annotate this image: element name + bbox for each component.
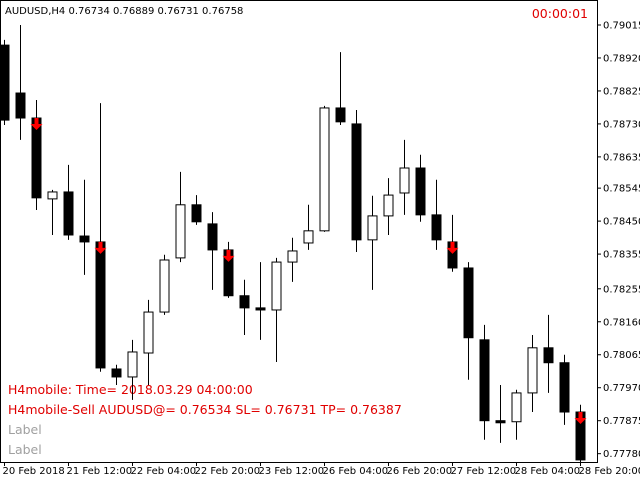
candle-body — [559, 362, 570, 413]
candle-body — [367, 215, 378, 241]
candle-body — [111, 368, 122, 378]
candle-body — [479, 339, 490, 422]
sell-arrow — [94, 241, 107, 254]
candle-body — [335, 107, 346, 123]
x-tick-label: 26 Feb 20:00 — [387, 466, 453, 477]
candle-body — [511, 392, 522, 423]
candle-body — [207, 223, 218, 251]
candle-body — [287, 250, 298, 263]
sell-arrow — [574, 412, 587, 425]
candle-body — [415, 167, 426, 216]
candle-body — [0, 44, 10, 121]
candle-body — [303, 230, 314, 244]
y-tick-label: 0.77875 — [603, 416, 640, 427]
x-tick-label: 27 Feb 12:00 — [451, 466, 517, 477]
candle-body — [351, 123, 362, 241]
candle-body — [95, 241, 106, 369]
sell-arrow — [222, 249, 235, 262]
y-tick-label: 0.78065 — [603, 350, 640, 361]
candle-body — [319, 107, 330, 232]
timer: 00:00:01 — [532, 6, 588, 21]
annotation: H4mobile-Sell AUDUSD@= 0.76534 SL= 0.767… — [8, 402, 402, 417]
annotation: Label — [8, 442, 42, 457]
y-tick-label: 0.78355 — [603, 250, 640, 261]
x-tick-label: 21 Feb 12:00 — [67, 466, 133, 477]
candle-body — [527, 347, 538, 394]
annotation: H4mobile: Time= 2018.03.29 04:00:00 — [8, 382, 253, 397]
candle-body — [271, 261, 282, 311]
candle-body — [543, 347, 554, 364]
candle-body — [191, 204, 202, 223]
candle-body — [495, 420, 506, 424]
y-tick-label: 0.78635 — [603, 152, 640, 163]
y-tick-label: 0.79015 — [603, 20, 640, 31]
candle-body — [383, 194, 394, 217]
candle-body — [143, 311, 154, 354]
x-tick-label: 26 Feb 04:00 — [323, 466, 389, 477]
x-tick-label: 22 Feb 04:00 — [131, 466, 197, 477]
sell-arrow — [30, 118, 43, 131]
symbol-header: AUDUSD,H4 0.76734 0.76889 0.76731 0.7675… — [5, 6, 243, 17]
candle-body — [47, 191, 58, 200]
x-tick-label: 22 Feb 20:00 — [195, 466, 261, 477]
candle-body — [399, 167, 410, 194]
y-tick-label: 0.78825 — [603, 86, 640, 97]
x-tick-label: 23 Feb 12:00 — [259, 466, 325, 477]
y-tick-label: 0.78255 — [603, 284, 640, 295]
candle-body — [239, 295, 250, 309]
candle-body — [463, 267, 474, 339]
y-tick-label: 0.77780 — [603, 449, 640, 460]
candle-body — [63, 191, 74, 236]
x-tick-label: 20 Feb 2018 — [3, 466, 65, 477]
plot-frame — [0, 0, 598, 463]
candle-body — [79, 235, 90, 243]
candle-body — [175, 204, 186, 259]
y-tick-label: 0.78545 — [603, 184, 640, 195]
candle-body — [15, 92, 26, 119]
candle-body — [127, 351, 138, 378]
x-tick-label: 28 Feb 04:00 — [515, 466, 581, 477]
annotation: Label — [8, 422, 42, 437]
sell-arrow — [446, 241, 459, 254]
x-tick-label: 28 Feb 20:00 — [579, 466, 640, 477]
candle-body — [431, 214, 442, 241]
candle-body — [255, 307, 266, 311]
candle-body — [159, 259, 170, 313]
